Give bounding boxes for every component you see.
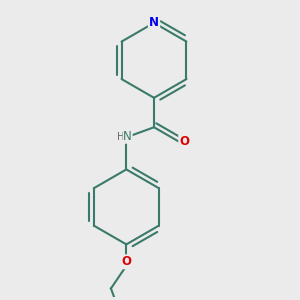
Text: O: O	[121, 255, 131, 268]
Text: N: N	[149, 16, 159, 29]
Text: H: H	[117, 132, 124, 142]
Text: N: N	[123, 130, 132, 143]
Text: N: N	[149, 16, 159, 29]
Text: O: O	[179, 135, 189, 148]
